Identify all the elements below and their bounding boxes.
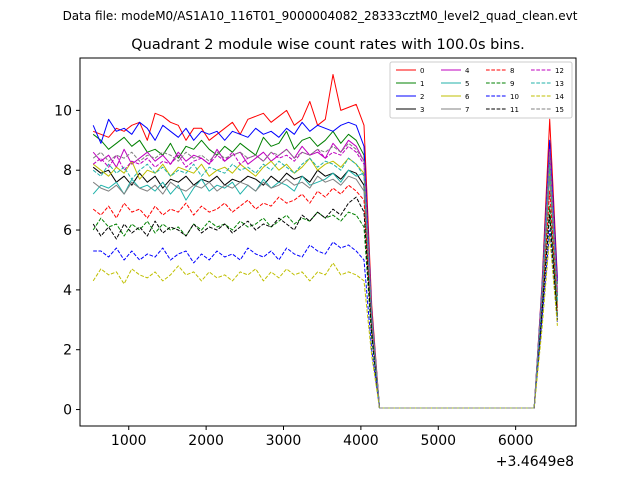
- legend-label-8: 8: [510, 67, 514, 75]
- x-tick-label: 3000: [266, 433, 302, 449]
- legend-label-7: 7: [465, 106, 469, 114]
- legend-label-13: 13: [555, 80, 564, 88]
- y-tick-label: 2: [63, 343, 72, 359]
- y-tick-label: 10: [54, 103, 72, 119]
- legend-label-10: 10: [510, 93, 519, 101]
- legend-label-0: 0: [420, 67, 424, 75]
- x-tick-label: 2000: [188, 433, 224, 449]
- legend-label-4: 4: [465, 67, 470, 75]
- y-tick-label: 0: [63, 403, 72, 419]
- series-line-15: [92, 142, 558, 409]
- x-axis: 1000 2000 3000 4000 5000 6000: [111, 426, 534, 449]
- legend-label-12: 12: [555, 67, 564, 75]
- y-axis: 0 2 4 6 8 10: [54, 103, 80, 419]
- x-tick-label: 6000: [498, 433, 534, 449]
- legend-label-11: 11: [510, 106, 519, 114]
- legend-label-3: 3: [420, 106, 424, 114]
- series-group: [92, 74, 558, 409]
- legend-label-1: 1: [420, 80, 424, 88]
- legend-label-2: 2: [420, 93, 424, 101]
- legend-label-9: 9: [510, 80, 514, 88]
- legend-frame: [389, 61, 573, 119]
- chart-title: Quadrant 2 module wise count rates with …: [131, 37, 525, 53]
- series-line-14: [92, 235, 558, 409]
- legend-label-14: 14: [555, 93, 564, 101]
- x-tick-label: 1000: [111, 433, 147, 449]
- legend-label-6: 6: [465, 93, 470, 101]
- y-tick-label: 6: [63, 223, 72, 239]
- chart-suptitle: Data file: modeM0/AS1A10_116T01_90000040…: [63, 9, 578, 23]
- x-tick-label: 4000: [343, 433, 379, 449]
- legend-label-5: 5: [465, 80, 469, 88]
- y-tick-label: 4: [63, 283, 72, 299]
- plot-frame: [79, 57, 577, 427]
- series-line-13: [92, 157, 558, 409]
- x-tick-label: 5000: [420, 433, 456, 449]
- y-tick-label: 8: [63, 163, 72, 179]
- series-line-11: [92, 196, 558, 409]
- x-axis-offset-label: +3.4649e8: [496, 454, 574, 470]
- legend-label-15: 15: [555, 106, 564, 114]
